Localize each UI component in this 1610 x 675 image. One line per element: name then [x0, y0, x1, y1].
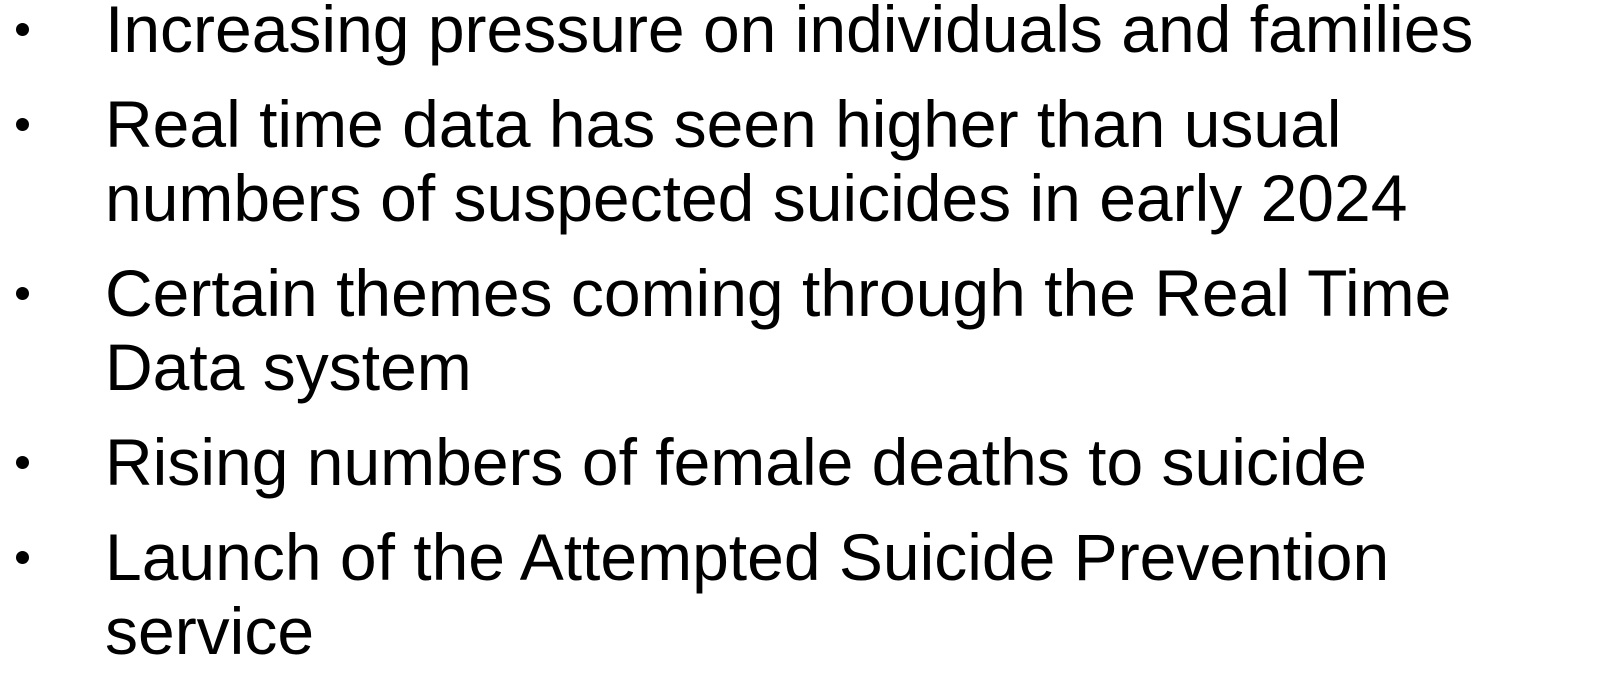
- bullet-text: Data system: [105, 330, 472, 404]
- bullet-item: Launch of the Attempted Suicide Preventi…: [0, 520, 1610, 668]
- bullet-item: Rising numbers of female deaths to suici…: [0, 425, 1610, 499]
- bullet-item: Real time data has seen higher than usua…: [0, 87, 1610, 235]
- bullet-text: Launch of the Attempted Suicide Preventi…: [105, 520, 1390, 594]
- bullet-text: Certain themes coming through the Real T…: [105, 256, 1452, 330]
- bullet-text: Increasing pressure on individuals and f…: [105, 0, 1474, 66]
- bullet-text: service: [105, 594, 315, 668]
- bullet-item: Increasing pressure on individuals and f…: [0, 0, 1610, 66]
- bullet-text: numbers of suspected suicides in early 2…: [105, 161, 1408, 235]
- bullet-item: Certain themes coming through the Real T…: [0, 256, 1610, 404]
- bullet-text: Real time data has seen higher than usua…: [105, 87, 1342, 161]
- bullet-text: Rising numbers of female deaths to suici…: [105, 425, 1367, 499]
